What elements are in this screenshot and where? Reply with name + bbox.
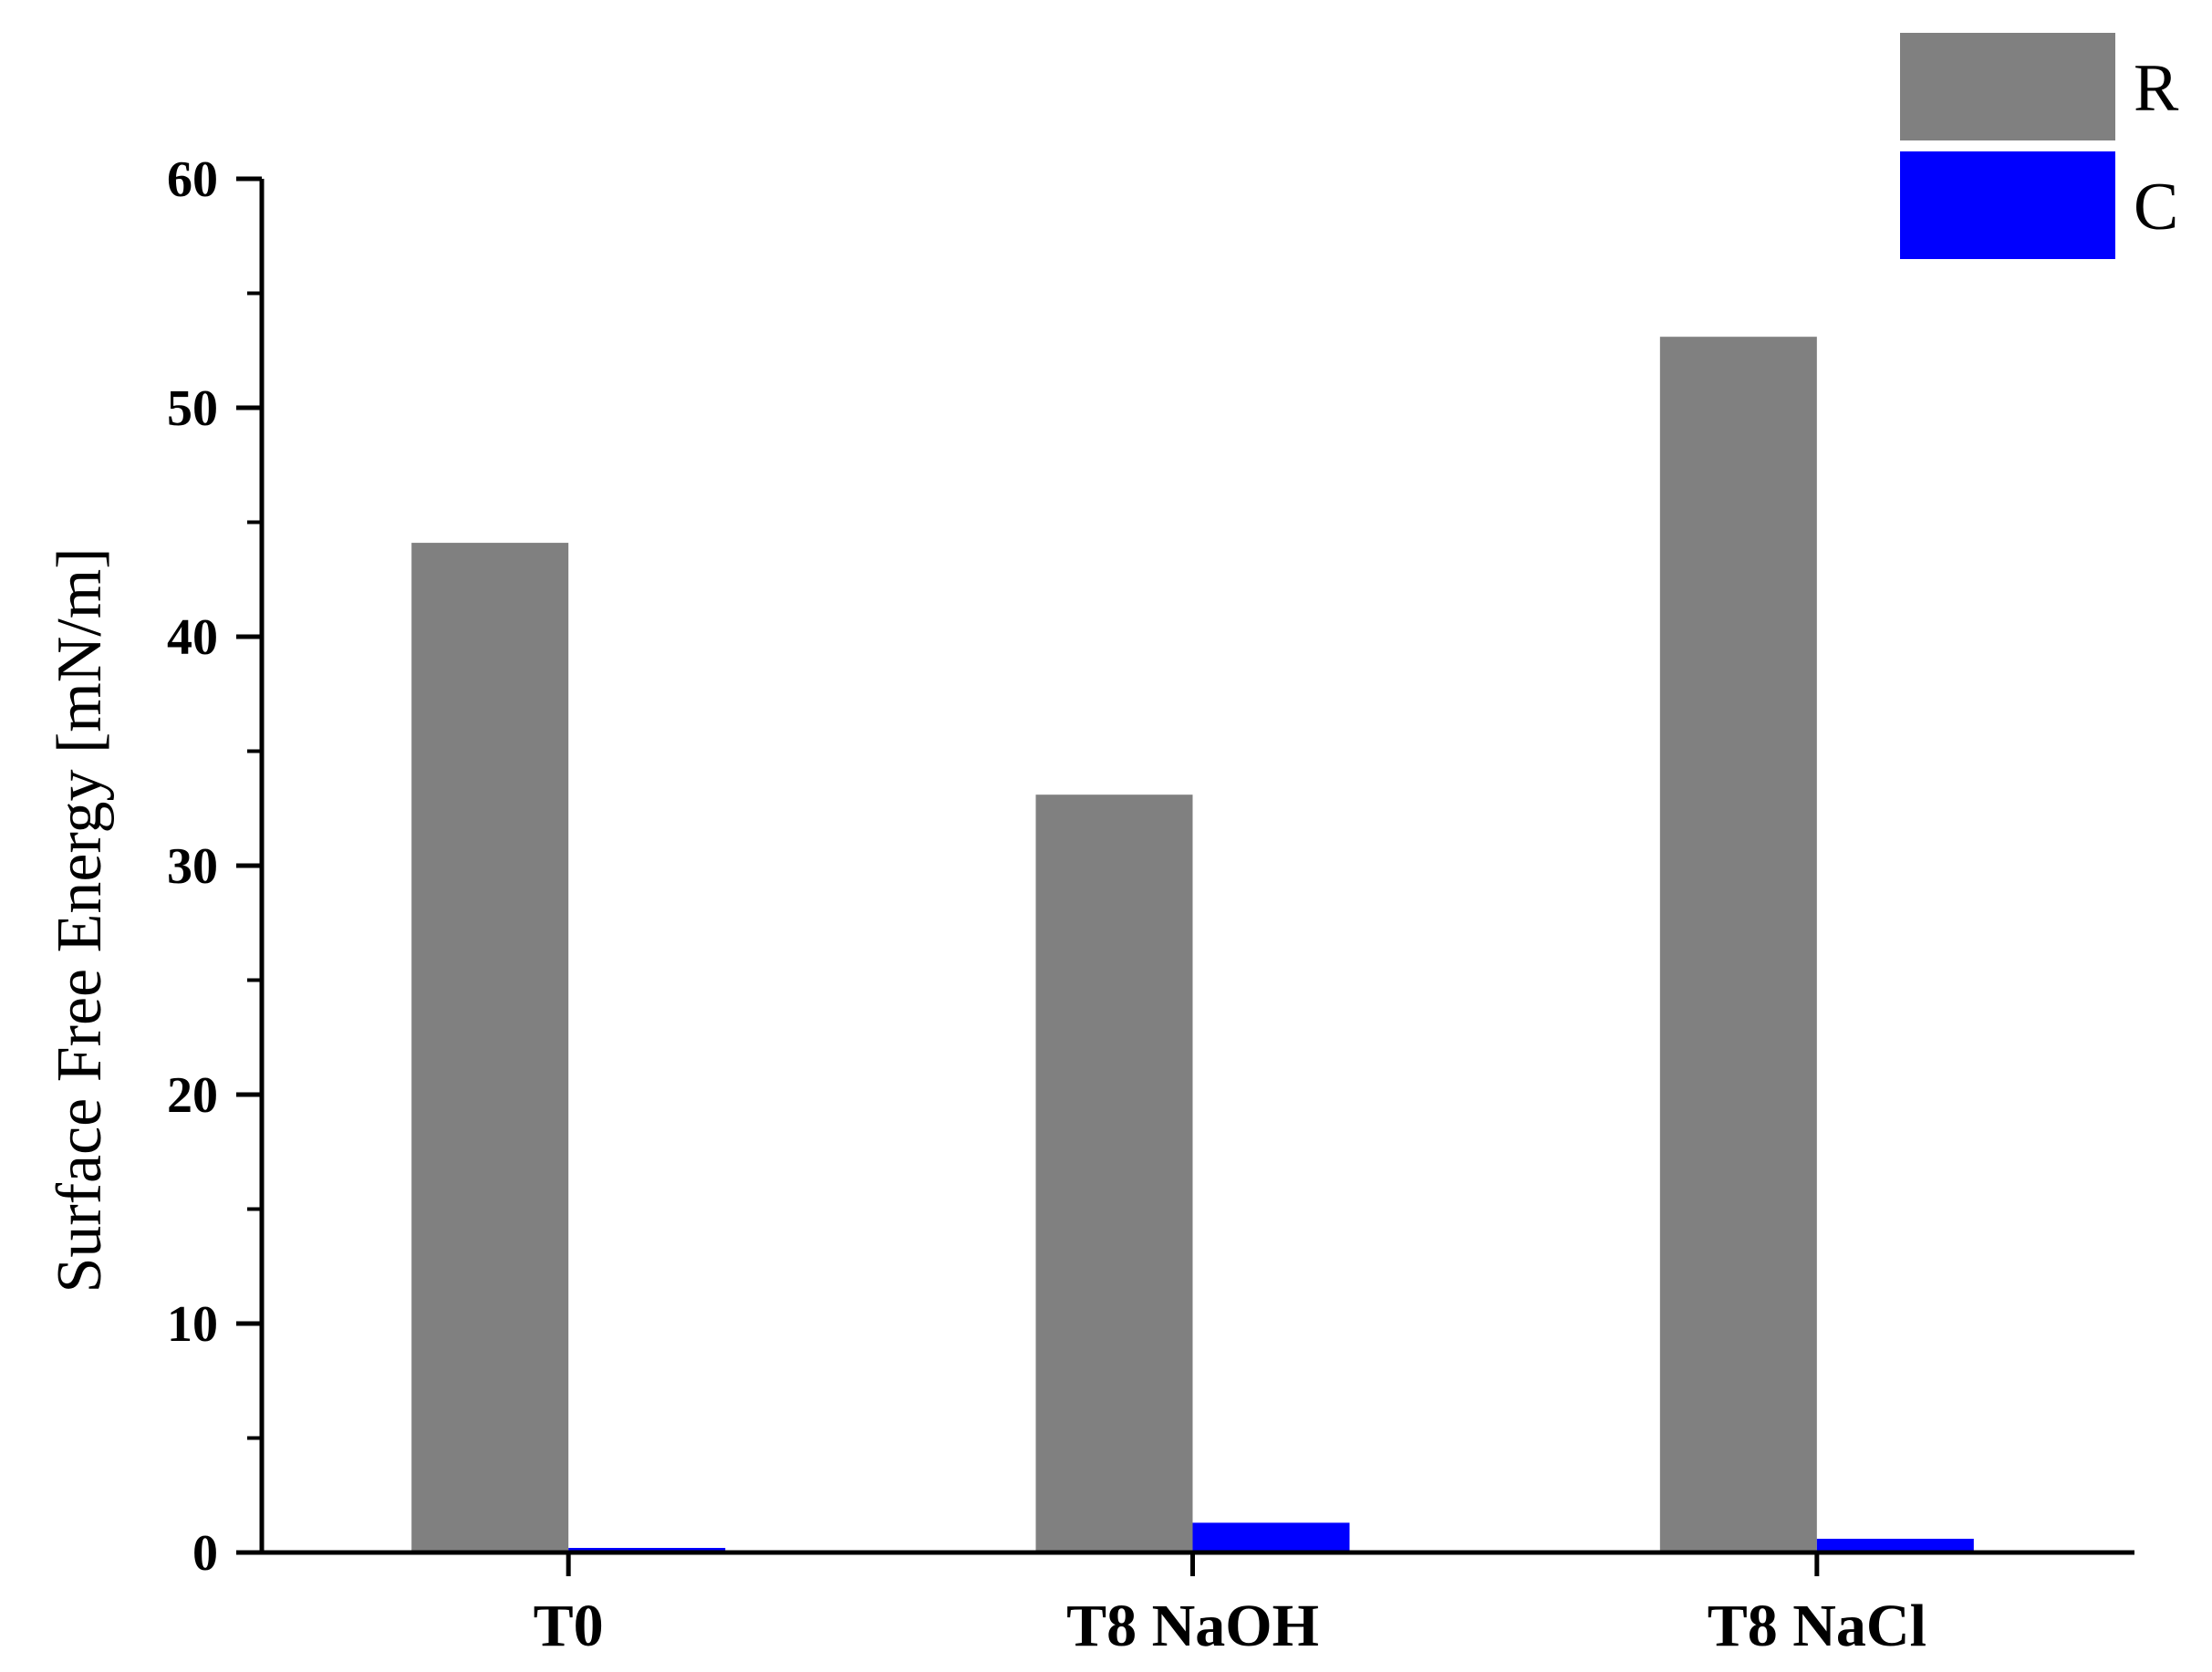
legend-label-C: C — [2134, 170, 2178, 244]
bar-R-T0 — [411, 543, 569, 1553]
y-tick-label: 0 — [192, 1525, 218, 1582]
legend-swatch-R — [1900, 33, 2115, 140]
x-tick-labels-group: T0 T8 NaOH T8 NaCl — [534, 1553, 1926, 1659]
legend: RC — [1900, 33, 2179, 259]
y-tick-label: 50 — [167, 380, 218, 437]
x-tick-label: T0 — [534, 1593, 604, 1659]
bar-C-T8-NaCl — [1816, 1538, 1974, 1553]
y-tick-label: 20 — [167, 1067, 218, 1124]
bar-R-T8-NaCl — [1659, 337, 1817, 1553]
y-tick-label: 40 — [167, 609, 218, 666]
bars-group — [411, 337, 1974, 1553]
bar-C-T8-NaOH — [1192, 1522, 1350, 1553]
y-ticks-group: 0 10 20 30 40 50 60 — [167, 151, 262, 1582]
y-axis-label: Surface Free Energy [mN/m] — [45, 547, 115, 1293]
y-tick-label: 30 — [167, 838, 218, 895]
bar-R-T8-NaOH — [1035, 794, 1193, 1553]
legend-label-R: R — [2134, 51, 2179, 126]
y-tick-label: 60 — [167, 151, 218, 208]
x-tick-label: T8 NaOH — [1066, 1593, 1319, 1659]
legend-swatch-C — [1900, 151, 2115, 259]
x-tick-label: T8 NaCl — [1708, 1593, 1926, 1659]
bar-C-T0 — [568, 1547, 726, 1553]
y-tick-label: 10 — [167, 1296, 218, 1353]
